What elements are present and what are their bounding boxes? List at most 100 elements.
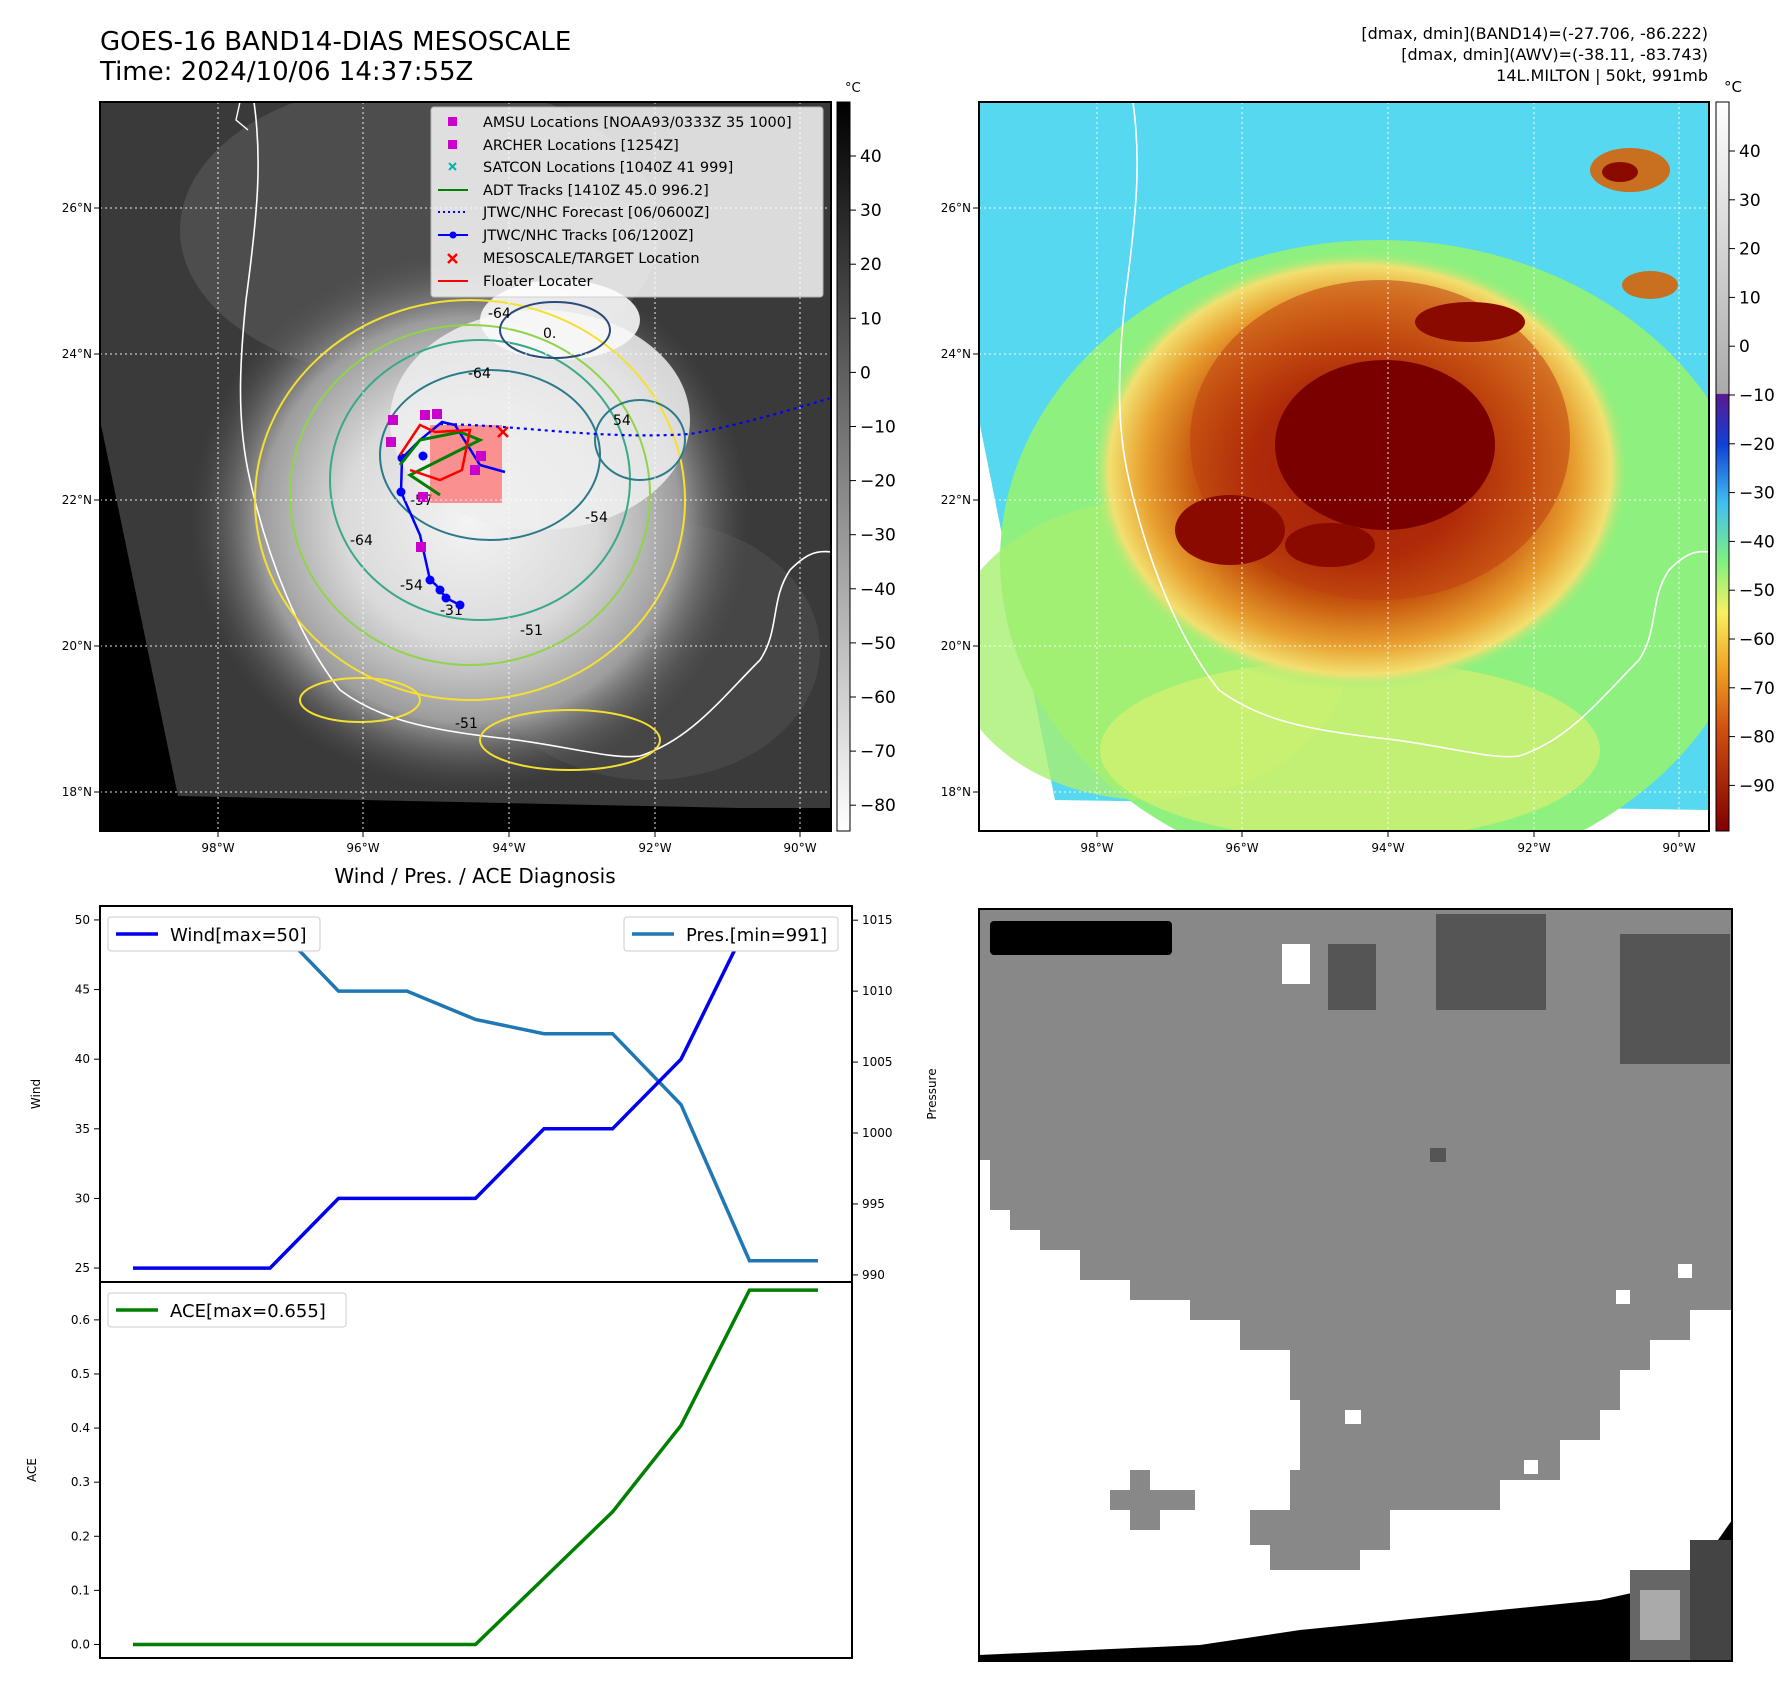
diagnosis-title: Wind / Pres. / ACE Diagnosis (334, 864, 615, 888)
lat-label: 20°N (62, 639, 92, 653)
ir-legend: AMSU Locations [NOAA93/0333Z 35 1000] AR… (430, 106, 824, 298)
legend-amsu: AMSU Locations [NOAA93/0333Z 35 1000] (483, 115, 792, 131)
ace-axes (99, 1281, 853, 1659)
lon-label: 92°W (1517, 841, 1550, 855)
contour-label: -51 (455, 716, 478, 732)
colorbar-tick-label: −20 (860, 472, 896, 492)
target-marker (497, 426, 509, 438)
lat-label: 18°N (62, 785, 92, 799)
legend-satcon: SATCON Locations [1040Z 41 999] (483, 160, 733, 176)
legend-target-icon (447, 253, 458, 264)
legend-adt: ADT Tracks [1410Z 45.0 996.2] (483, 183, 709, 199)
legend-archer-icon (448, 140, 457, 149)
pressure-ylabel: Pressure (925, 1068, 939, 1119)
info-awv: [dmax, dmin](AWV)=(-38.11, -83.743) (1401, 45, 1708, 64)
lon-label: 90°W (783, 841, 816, 855)
lon-label: 94°W (1371, 841, 1404, 855)
contour-label: -54 (400, 578, 423, 594)
colorbar-tick-label: 40 (860, 147, 882, 167)
pressure-tick-label: 1000 (862, 1126, 893, 1140)
contour-label: -64 (488, 306, 511, 322)
lon-label: 92°W (638, 841, 671, 855)
ace-tick-label: 0.4 (71, 1421, 90, 1435)
wind-tick-label: 35 (75, 1122, 90, 1136)
wind-tick-label: 40 (75, 1052, 90, 1066)
colorbar-tick-label: 0 (860, 363, 871, 383)
lat-label: 20°N (941, 639, 971, 653)
colorbar-tick-label: 40 (1739, 142, 1761, 162)
legend-satcon-icon (448, 162, 457, 171)
lon-label: 96°W (1225, 841, 1258, 855)
ir-colorbar-ticks: 40 30 20 10 0 −10 −20 −30 −40 −50 −60 −70 −80 (850, 147, 896, 816)
figure-title: GOES-16 BAND14-DIAS MESOSCALE (100, 27, 571, 57)
ace-tick-label: 0.1 (71, 1583, 90, 1597)
legend-amsu-icon (448, 117, 457, 126)
ace-tick-label: 0.2 (71, 1529, 90, 1543)
awv-colorbar-unit: °C (1724, 78, 1742, 96)
awv-panel: °C 40 30 20 10 0 −10 −20 −30 −40 −50 −60 −70 −80 −90 (978, 78, 1775, 832)
colorbar-tick-label: 10 (1739, 288, 1761, 308)
ace-ticks: 0.6 0.5 0.4 0.3 0.2 0.1 0.0 (71, 1313, 100, 1651)
lat-label: 26°N (62, 201, 92, 215)
colorbar-tick-label: −20 (1739, 435, 1775, 455)
pressure-tick-label: 995 (862, 1197, 885, 1211)
wind-tick-label: 50 (75, 913, 90, 927)
floater-line (398, 423, 472, 482)
lat-label: 22°N (941, 493, 971, 507)
lat-label: 26°N (941, 201, 971, 215)
wind-line (133, 918, 818, 1270)
lat-label: 18°N (941, 785, 971, 799)
colorbar-tick-label: −30 (860, 526, 896, 546)
colorbar-tick-label: −40 (1739, 532, 1775, 552)
lat-label: 22°N (62, 493, 92, 507)
colorbar-tick-label: −60 (1739, 630, 1775, 650)
lon-label: 98°W (201, 841, 234, 855)
colorbar-tick-label: −50 (860, 634, 896, 654)
colorbar-tick-label: −40 (860, 580, 896, 600)
colorbar-tick-label: −70 (860, 742, 896, 762)
colorbar-tick-label: −80 (860, 796, 896, 816)
floater-box (430, 425, 502, 503)
contour-label: -64 (468, 366, 491, 382)
colorbar-tick-label: −60 (860, 688, 896, 708)
contour-label: -54 (585, 510, 608, 526)
legend-forecast: JTWC/NHC Forecast [06/0600Z] (482, 205, 709, 221)
wind-tick-label: 45 (75, 983, 90, 997)
lon-label: 90°W (1662, 841, 1695, 855)
figure-time: Time: 2024/10/06 14:37:55Z (99, 57, 473, 87)
info-storm: 14L.MILTON | 50kt, 991mb (1496, 66, 1708, 85)
ace-line (133, 1288, 818, 1647)
legend-archer: ARCHER Locations [1254Z] (483, 138, 679, 154)
ace-ylabel: ACE (25, 1458, 39, 1482)
pressure-legend: Pres.[min=991] (623, 916, 839, 952)
wind-tick-label: 30 (75, 1191, 90, 1205)
pressure-tick-label: 1015 (862, 913, 893, 927)
colorbar-tick-label: −70 (1739, 679, 1775, 699)
wind-axes (99, 905, 853, 1283)
wind-ylabel: Wind (29, 1079, 43, 1109)
colorbar-tick-label: −90 (1739, 776, 1775, 796)
wind-tick-label: 25 (75, 1261, 90, 1275)
colorbar-tick-label: 30 (860, 201, 882, 221)
colorbar-tick-label: 0 (1739, 337, 1750, 357)
awv-image (979, 102, 1709, 831)
lon-label: 98°W (1080, 841, 1113, 855)
wind-legend: Wind[max=50] (107, 916, 321, 952)
colorbar-tick-label: 30 (1739, 191, 1761, 211)
wmg-badge-label: WMG Count: 0 (998, 928, 1151, 950)
lat-label: 24°N (941, 347, 971, 361)
awv-colorbar (1715, 101, 1730, 832)
wmg-image (979, 909, 1732, 1661)
colorbar-tick-label: −80 (1739, 728, 1775, 748)
colorbar-tick-label: −30 (1739, 484, 1775, 504)
contour-label: 0. (543, 326, 556, 342)
lon-label: 94°W (492, 841, 525, 855)
colorbar-tick-label: −10 (1739, 386, 1775, 406)
colorbar-tick-label: −10 (860, 418, 896, 438)
pressure-tick-label: 990 (862, 1268, 885, 1282)
ace-tick-label: 0.0 (71, 1637, 90, 1651)
colorbar-tick-label: 10 (860, 309, 882, 329)
pressure-tick-label: 1010 (862, 984, 893, 998)
ace-tick-label: 0.3 (71, 1475, 90, 1489)
